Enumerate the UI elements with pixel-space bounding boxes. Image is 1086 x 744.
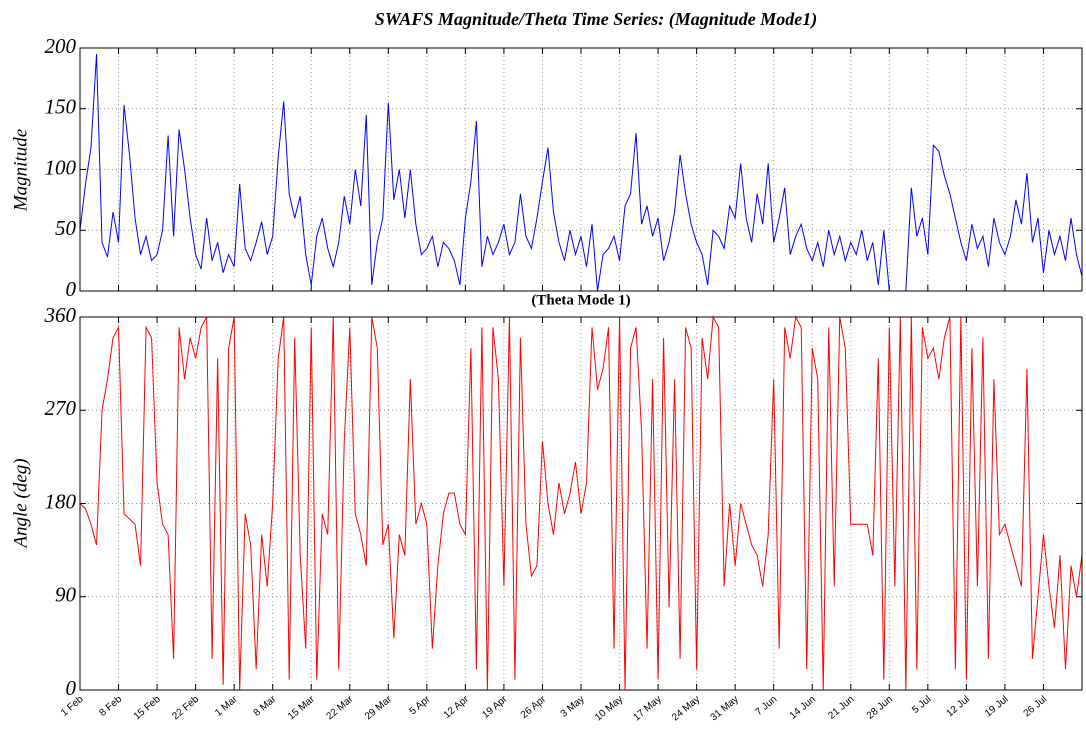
y-axis-label: Magnitude [10, 129, 31, 212]
chart-subtitle: (Theta Mode 1) [531, 292, 630, 308]
y-tick-label: 50 [55, 216, 77, 240]
x-tick-label: 8 Feb [97, 694, 124, 719]
y-tick-label: 270 [45, 396, 77, 420]
x-tick-label: 1 Mar [213, 693, 240, 718]
x-tick-label: 29 Mar [363, 693, 394, 722]
y-tick-label: 0 [66, 277, 77, 301]
x-tick-label: 15 Mar [286, 693, 317, 722]
x-tick-label: 14 Jun [788, 694, 818, 722]
y-tick-label: 200 [45, 34, 77, 58]
data-line [79, 315, 1083, 691]
x-tick-label: 19 Jul [983, 694, 1011, 720]
y-tick-label: 0 [66, 676, 77, 700]
x-tick-label: 7 Jun [754, 694, 780, 718]
y-tick-label: 150 [45, 95, 77, 119]
x-tick-label: 26 Apr [519, 693, 549, 720]
y-tick-label: 90 [55, 583, 77, 607]
data-line [79, 54, 1083, 292]
x-tick-label: 8 Mar [252, 693, 279, 718]
x-tick-label: 21 Jun [826, 694, 856, 722]
x-tick-label: 26 Jul [1022, 694, 1050, 720]
x-tick-label: 31 May [709, 694, 741, 724]
x-tick-label: 19 Apr [480, 693, 510, 720]
y-tick-label: 360 [44, 303, 77, 327]
x-tick-label: 10 May [593, 694, 625, 724]
x-tick-label: 22 Mar [324, 693, 355, 722]
y-tick-label: 180 [45, 489, 77, 513]
chart-title: SWAFS Magnitude/Theta Time Series: (Magn… [375, 9, 818, 30]
x-tick-label: 22 Feb [170, 694, 201, 723]
y-tick-label: 100 [45, 155, 77, 179]
x-tick-label: 28 Jun [865, 694, 895, 722]
x-tick-label: 12 Jul [944, 694, 972, 720]
x-tick-label: 15 Feb [132, 694, 163, 723]
x-tick-label: 5 Jul [910, 694, 933, 716]
x-tick-label: 24 May [670, 694, 702, 724]
x-tick-label: 17 May [632, 694, 664, 724]
plot-frame [79, 47, 1083, 292]
x-tick-label: 3 May [559, 694, 587, 720]
x-tick-label: 12 Apr [442, 693, 472, 720]
x-tick-label: 5 Apr [408, 693, 433, 717]
plot-frame [79, 316, 1083, 691]
y-axis-label: Angle (deg) [10, 458, 31, 549]
